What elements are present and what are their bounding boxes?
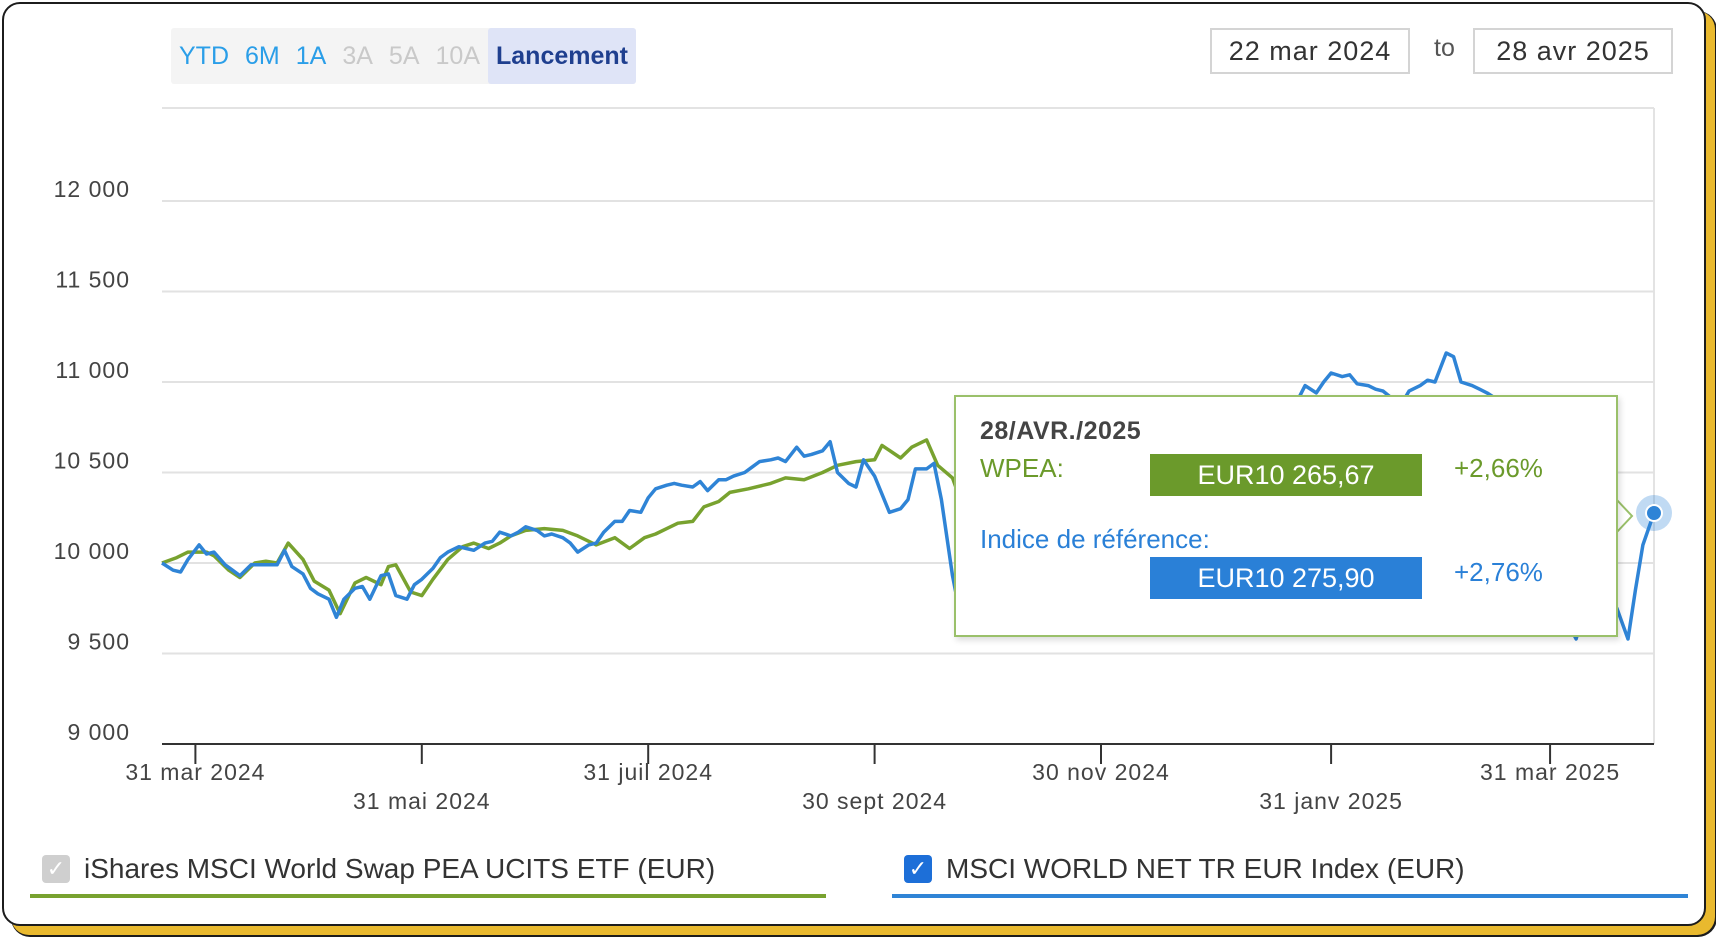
- x-tick-label: 31 juil 2024: [583, 759, 713, 785]
- y-tick-label: 9 500: [67, 629, 130, 655]
- y-tick-label: 10 000: [54, 538, 130, 564]
- y-axis: 9 000 9 500 10 000 10 500 11 000 11 500 12 000: [54, 176, 130, 745]
- chart-panel: YTD 6M 1A 3A 5A 10A Lancement 22 mar 202…: [2, 2, 1706, 926]
- x-tick-label: 30 nov 2024: [1032, 759, 1170, 785]
- y-tick-label: 12 000: [54, 176, 130, 202]
- range-5a-button: 5A: [388, 42, 420, 70]
- etf-series-line: [161, 438, 1058, 620]
- range-lancement-button[interactable]: Lancement: [488, 28, 636, 84]
- y-tick-label: 11 500: [55, 267, 130, 293]
- x-tick-label: 31 mar 2024: [125, 759, 265, 785]
- legend-etf-label: iShares MSCI World Swap PEA UCITS ETF (E…: [84, 853, 716, 884]
- tooltip-index-pct: +2,76%: [1454, 557, 1543, 587]
- legend-etf[interactable]: ✓ iShares MSCI World Swap PEA UCITS ETF …: [42, 844, 715, 894]
- y-tick-label: 9 000: [67, 719, 130, 745]
- range-1a-button[interactable]: 1A: [295, 42, 327, 70]
- data-tooltip: 28/AVR./2025 WPEA: EUR10 265,67 +2,66% I…: [954, 395, 1618, 637]
- range-selector: YTD 6M 1A 3A 5A 10A Lancement: [171, 28, 636, 84]
- x-tick-label: 31 mai 2024: [353, 788, 491, 814]
- x-tick-label: 30 sept 2024: [802, 788, 947, 814]
- x-tick-label: 31 mar 2025: [1480, 759, 1620, 785]
- range-3a-button: 3A: [342, 42, 373, 70]
- tooltip-pointer: [1615, 498, 1634, 534]
- range-10a-button: 10A: [435, 42, 480, 70]
- x-tick-label: 31 janv 2025: [1259, 788, 1403, 814]
- legend-index[interactable]: ✓ MSCI WORLD NET TR EUR Index (EUR): [904, 844, 1465, 894]
- tooltip-date: 28/AVR./2025: [980, 417, 1142, 445]
- hover-marker: [1615, 495, 1672, 534]
- legend-index-underline: [892, 894, 1688, 898]
- date-to-label: to: [1434, 34, 1455, 62]
- date-to-input[interactable]: 28 avr 2025: [1473, 28, 1673, 74]
- y-tick-label: 11 000: [55, 357, 130, 383]
- tooltip-etf-label: WPEA:: [980, 453, 1064, 483]
- tooltip-index-label: Indice de référence:: [980, 524, 1210, 554]
- range-6m-button[interactable]: 6M: [245, 42, 280, 70]
- range-ytd-button[interactable]: YTD: [179, 42, 229, 70]
- x-axis: 31 mar 2024 31 mai 2024 31 juil 2024 30 sep…: [125, 743, 1654, 814]
- hover-marker-point: [1645, 504, 1663, 523]
- date-from-input[interactable]: 22 mar 2024: [1210, 28, 1410, 74]
- tooltip-etf-pct: +2,66%: [1454, 453, 1543, 483]
- tooltip-index-value: EUR10 275,90: [1150, 557, 1422, 599]
- y-tick-label: 10 500: [54, 448, 130, 474]
- legend-etf-underline: [30, 894, 826, 898]
- legend-index-label: MSCI WORLD NET TR EUR Index (EUR): [946, 853, 1465, 884]
- legend-index-checkbox[interactable]: ✓: [904, 855, 932, 883]
- legend-etf-checkbox[interactable]: ✓: [42, 855, 70, 883]
- tooltip-etf-value: EUR10 265,67: [1150, 454, 1422, 496]
